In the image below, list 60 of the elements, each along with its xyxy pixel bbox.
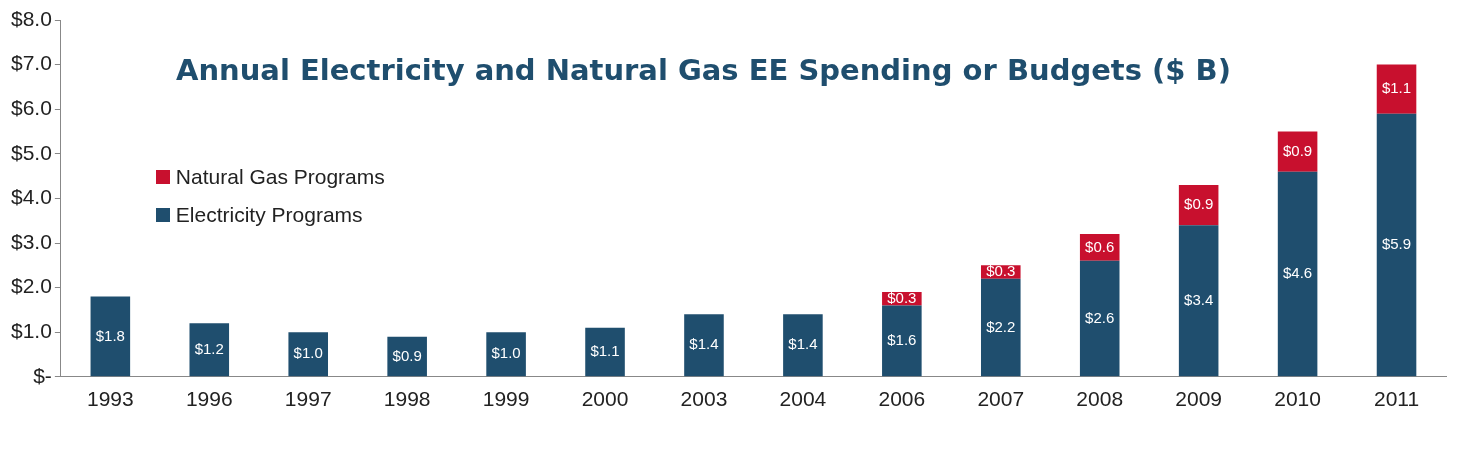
x-tick-label: 2007 [977, 387, 1025, 411]
data-label: $0.6 [1085, 237, 1115, 255]
x-tick-label: 1993 [86, 387, 134, 411]
x-tick-label: 2004 [779, 387, 827, 411]
data-label: $1.8 [95, 326, 125, 344]
bar [189, 323, 230, 377]
x-tick-label: 2010 [1274, 387, 1321, 411]
data-label: $1.6 [887, 331, 917, 349]
bar [1376, 113, 1417, 377]
data-label: $1.2 [194, 339, 224, 357]
y-tick-label: $6.0 [11, 96, 52, 119]
data-label: $1.0 [293, 344, 323, 362]
x-tick-label: 2008 [1076, 387, 1124, 411]
text: Annual Electricity and Natural Gas EE Spending or Budgets ($ B) [175, 52, 1231, 87]
bar [486, 332, 526, 377]
bar [1079, 260, 1120, 377]
data-label: $0.9 [1282, 141, 1313, 159]
y-tick-label: $8.0 [11, 6, 52, 30]
data-label: $4.6 [1282, 264, 1313, 282]
data-label: $0.9 [392, 346, 422, 364]
legend-label: Electricity Programs [175, 203, 363, 227]
y-tick-label: $- [33, 363, 52, 387]
x-tick-label: 2006 [878, 387, 926, 411]
x-tick-label: 2003 [680, 387, 728, 411]
data-label: $2.2 [986, 317, 1016, 335]
data-label: $0.3 [986, 262, 1016, 280]
bar [882, 305, 922, 377]
data-label: $1.0 [491, 344, 521, 362]
y-tick-label: $7.0 [11, 51, 52, 75]
data-label: $1.4 [689, 335, 719, 353]
data-label: $1.1 [1381, 79, 1412, 97]
data-label: $3.4 [1184, 290, 1214, 308]
x-tick-label: 1996 [185, 387, 233, 411]
x-tick-label: 1998 [383, 387, 431, 411]
data-label: $2.6 [1085, 308, 1115, 326]
y-tick-label: $2.0 [11, 274, 52, 298]
bar [1277, 171, 1318, 377]
x-tick-label: 2000 [581, 387, 629, 411]
data-label: $1.1 [590, 342, 620, 360]
legend-label: Natural Gas Programs [175, 165, 385, 189]
bar [90, 296, 131, 377]
y-tick-label: $4.0 [11, 185, 52, 209]
bar [288, 332, 328, 377]
x-tick-label: 2011 [1373, 387, 1420, 411]
x-tick-label: 1997 [284, 387, 332, 411]
y-tick-label: $3.0 [11, 229, 52, 253]
bar [980, 278, 1021, 377]
bar [684, 314, 724, 377]
data-label: $0.9 [1184, 195, 1214, 213]
bar [585, 327, 625, 377]
x-tick-label: 2009 [1175, 387, 1223, 411]
bar [1178, 225, 1219, 377]
y-tick-label: $1.0 [11, 319, 52, 342]
bar [783, 314, 823, 377]
bar [1376, 64, 1417, 114]
x-tick-label: 1999 [482, 387, 530, 411]
y-tick-label: $5.0 [11, 140, 52, 164]
data-label: $0.3 [887, 288, 917, 306]
data-label: $1.4 [788, 335, 818, 353]
data-label: $5.9 [1381, 235, 1412, 253]
